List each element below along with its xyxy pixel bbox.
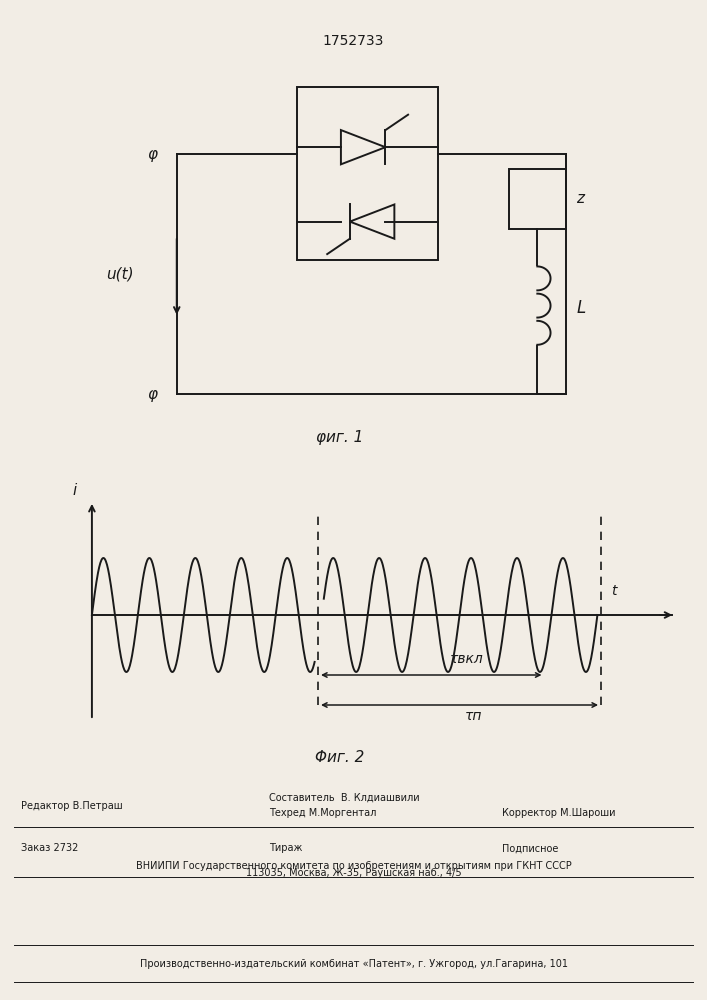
- Bar: [297, 87, 438, 260]
- Text: ВНИИПИ Государственного комитета по изобретениям и открытиям при ГКНТ СССР: ВНИИПИ Государственного комитета по изоб…: [136, 861, 571, 871]
- Text: i: i: [72, 483, 76, 498]
- Text: Φиг. 2: Φиг. 2: [315, 750, 364, 765]
- Text: Корректор М.Шароши: Корректор М.Шароши: [502, 808, 616, 818]
- Text: t: t: [612, 584, 617, 598]
- Text: Техред М.Моргентал: Техред М.Моргентал: [269, 808, 376, 818]
- Bar: [509, 169, 566, 229]
- Text: u(t): u(t): [106, 267, 134, 282]
- Text: τвкл: τвкл: [450, 652, 484, 666]
- Text: φ: φ: [147, 147, 157, 162]
- Text: L: L: [576, 299, 585, 317]
- Text: Составитель  В. Клдиашвили: Составитель В. Клдиашвили: [269, 793, 419, 803]
- Text: Тираж: Тираж: [269, 843, 302, 853]
- Text: Подписное: Подписное: [502, 843, 559, 853]
- Text: Заказ 2732: Заказ 2732: [21, 843, 78, 853]
- Text: z: z: [576, 191, 584, 206]
- Text: φ: φ: [147, 387, 157, 402]
- Text: Производственно-издательский комбинат «Патент», г. Ужгород, ул.Гагарина, 101: Производственно-издательский комбинат «П…: [139, 959, 568, 969]
- Text: 1752733: 1752733: [323, 34, 384, 48]
- Text: 113035, Москва, Ж-35, Раушская наб., 4/5: 113035, Москва, Ж-35, Раушская наб., 4/5: [246, 868, 461, 879]
- Text: φиг. 1: φиг. 1: [315, 430, 363, 445]
- Text: τп: τп: [465, 710, 482, 724]
- Text: Редактор В.Петраш: Редактор В.Петраш: [21, 801, 123, 811]
